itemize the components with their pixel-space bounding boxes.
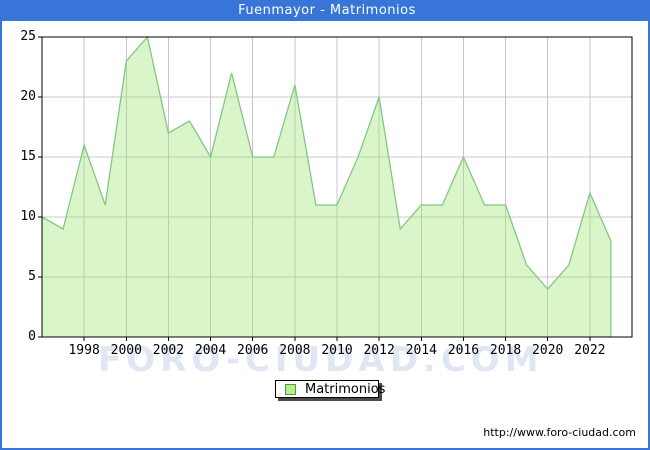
x-tick-label: 1998 [68,343,100,358]
chart-title: Fuenmayor - Matrimonios [238,3,416,18]
x-tick-label: 2018 [489,343,522,358]
x-tick-label: 2020 [532,343,564,358]
y-tick-label: 5 [28,269,36,284]
x-tick-label: 2002 [152,343,185,358]
x-tick-label: 2004 [194,343,227,358]
y-tick-label: 15 [20,149,36,164]
y-tick-label: 10 [20,209,36,224]
watermark-text: FORO-CIUDAD.COM [98,340,544,380]
legend-label: Matrimonios [305,381,386,397]
x-tick-label: 2000 [110,343,142,358]
y-tick-label: 0 [28,329,36,344]
x-tick-label: 2016 [447,343,480,358]
legend-box: Matrimonios [275,380,385,398]
x-tick-label: 2008 [279,343,311,358]
legend-swatch-icon [285,383,296,395]
y-tick-label: 20 [20,89,36,104]
footer-url: http://www.foro-ciudad.com [483,426,636,439]
chart-title-bar: Fuenmayor - Matrimonios [2,0,650,21]
x-tick-label: 2022 [574,343,606,358]
y-tick-label: 25 [20,29,36,44]
x-tick-label: 2010 [321,343,353,358]
x-tick-label: 2006 [237,343,269,358]
x-tick-label: 2012 [363,343,395,358]
x-tick-label: 2014 [405,343,437,358]
